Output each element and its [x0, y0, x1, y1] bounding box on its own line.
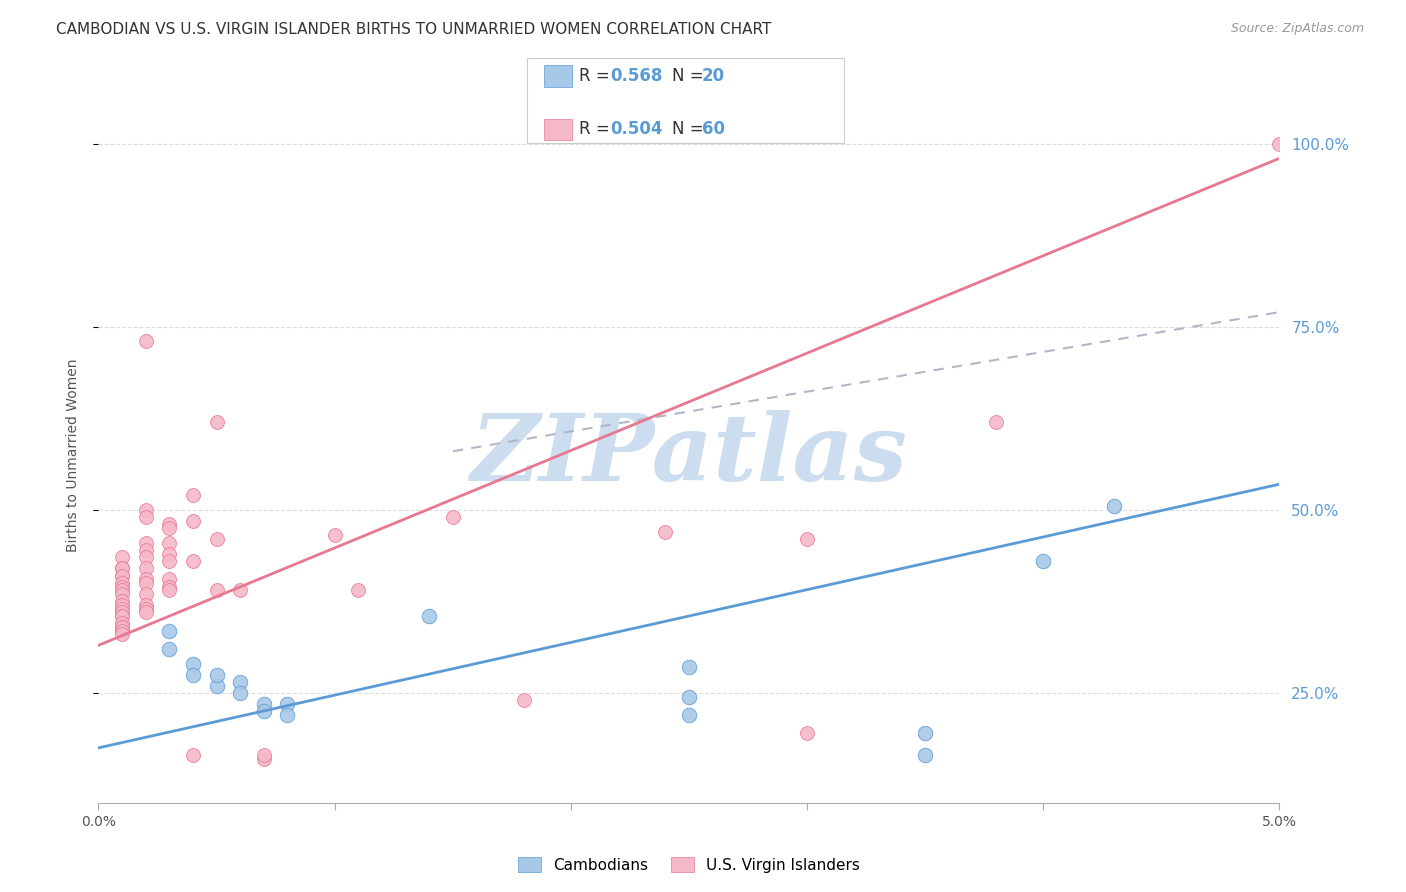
Point — [678, 660, 700, 674]
Point — [157, 536, 180, 550]
Point — [205, 679, 228, 693]
Point — [157, 583, 180, 598]
Point — [1102, 499, 1125, 513]
Point — [205, 415, 228, 429]
Point — [229, 583, 252, 598]
Point — [678, 707, 700, 722]
Point — [111, 598, 134, 612]
Point — [135, 601, 157, 615]
Point — [135, 550, 157, 565]
Point — [111, 561, 134, 575]
Point — [157, 580, 180, 594]
Point — [181, 514, 204, 528]
Point — [181, 554, 204, 568]
Point — [157, 573, 180, 587]
Point — [181, 748, 204, 763]
Point — [111, 580, 134, 594]
Point — [253, 697, 276, 711]
Point — [253, 704, 276, 718]
Point — [111, 606, 134, 620]
Point — [323, 528, 346, 542]
Point — [441, 510, 464, 524]
Point — [418, 609, 440, 624]
Point — [253, 748, 276, 763]
Point — [796, 532, 818, 546]
Point — [135, 573, 157, 587]
Point — [157, 547, 180, 561]
Point — [984, 415, 1007, 429]
Point — [135, 334, 157, 349]
Point — [111, 601, 134, 615]
Text: ZIPatlas: ZIPatlas — [471, 410, 907, 500]
Point — [347, 583, 370, 598]
Point — [157, 554, 180, 568]
Text: R =: R = — [579, 67, 616, 85]
Point — [181, 488, 204, 502]
Point — [157, 517, 180, 532]
Point — [135, 561, 157, 575]
Point — [135, 543, 157, 558]
Text: N =: N = — [672, 120, 709, 138]
Point — [135, 587, 157, 601]
Point — [111, 616, 134, 631]
Text: R =: R = — [579, 120, 616, 138]
Point — [1268, 136, 1291, 151]
Point — [512, 693, 534, 707]
Text: 20: 20 — [702, 67, 724, 85]
Point — [111, 550, 134, 565]
Point — [229, 675, 252, 690]
Point — [205, 583, 228, 598]
Point — [135, 536, 157, 550]
Point — [157, 624, 180, 638]
Point — [914, 748, 936, 763]
Point — [276, 697, 298, 711]
Point — [111, 624, 134, 638]
Point — [135, 598, 157, 612]
Point — [111, 576, 134, 591]
Point — [111, 587, 134, 601]
Text: CAMBODIAN VS U.S. VIRGIN ISLANDER BIRTHS TO UNMARRIED WOMEN CORRELATION CHART: CAMBODIAN VS U.S. VIRGIN ISLANDER BIRTHS… — [56, 22, 772, 37]
Point — [135, 510, 157, 524]
Point — [157, 521, 180, 535]
Point — [111, 594, 134, 608]
Point — [181, 657, 204, 671]
Legend: Cambodians, U.S. Virgin Islanders: Cambodians, U.S. Virgin Islanders — [512, 850, 866, 879]
Point — [111, 620, 134, 634]
Point — [1032, 554, 1054, 568]
Point — [654, 524, 676, 539]
Point — [111, 568, 134, 582]
Text: 60: 60 — [702, 120, 724, 138]
Point — [276, 707, 298, 722]
Point — [253, 752, 276, 766]
Point — [678, 690, 700, 704]
Point — [111, 620, 134, 634]
Point — [111, 583, 134, 598]
Text: N =: N = — [672, 67, 709, 85]
Text: 0.568: 0.568 — [610, 67, 662, 85]
Point — [135, 606, 157, 620]
Point — [111, 627, 134, 641]
Point — [111, 609, 134, 624]
Point — [135, 576, 157, 591]
Point — [157, 642, 180, 657]
Point — [229, 686, 252, 700]
Y-axis label: Births to Unmarried Women: Births to Unmarried Women — [66, 359, 80, 551]
Point — [914, 726, 936, 740]
Point — [111, 568, 134, 582]
Point — [205, 532, 228, 546]
Text: Source: ZipAtlas.com: Source: ZipAtlas.com — [1230, 22, 1364, 36]
Text: 0.504: 0.504 — [610, 120, 662, 138]
Point — [111, 609, 134, 624]
Point — [135, 503, 157, 517]
Point — [796, 726, 818, 740]
Point — [181, 667, 204, 681]
Point — [205, 667, 228, 681]
Point — [111, 561, 134, 575]
